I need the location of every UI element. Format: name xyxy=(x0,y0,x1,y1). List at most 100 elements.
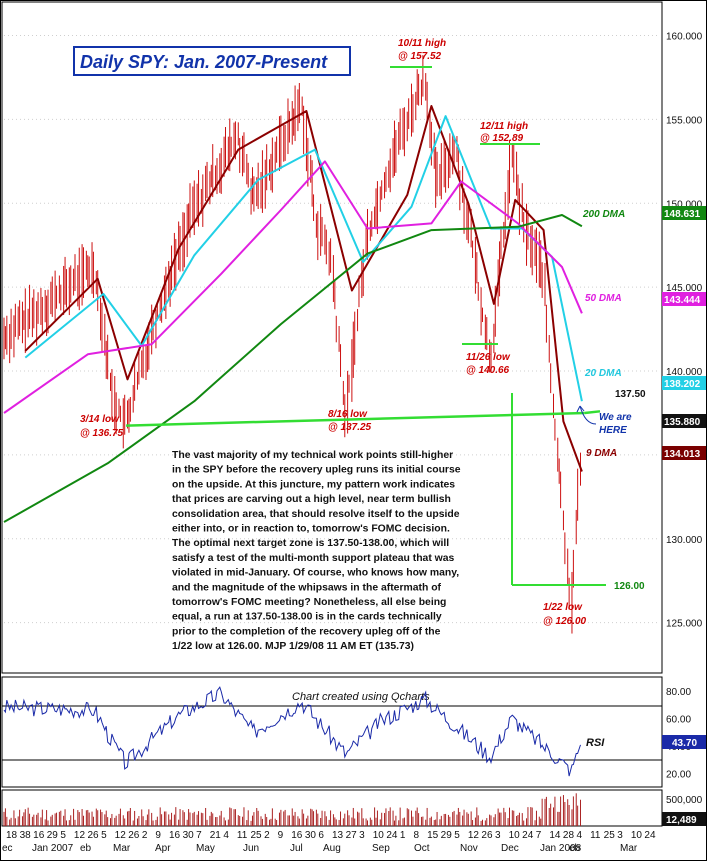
x-day-label: 16 xyxy=(33,830,45,841)
series-line-support xyxy=(126,411,585,427)
series-line-9-dma xyxy=(24,105,583,472)
price-tick-label: 155.000 xyxy=(666,115,703,126)
price-tick-label: 125.000 xyxy=(666,619,703,630)
x-month-label: eb xyxy=(569,843,581,854)
badge-rsi xyxy=(662,735,706,749)
commentary-line: satisfy a test of the multi-month suppor… xyxy=(172,553,455,564)
badge-volume-text: 12,489 xyxy=(666,815,697,826)
price-gridlines xyxy=(4,35,660,624)
rsi-path xyxy=(3,686,581,777)
volume-bars xyxy=(3,793,581,826)
commentary-line: that prices are carving out a high level… xyxy=(172,494,451,505)
we-are-here-label-2: HERE xyxy=(599,425,627,436)
low-1126-label: 11/26 low xyxy=(466,352,511,363)
rsi-line xyxy=(3,686,581,777)
high-1211-label: 12/11 high xyxy=(480,121,528,132)
commentary-line: violated in mid-January. Of course, who … xyxy=(172,568,459,579)
commentary-line: The optimal next target zone is 137.50-1… xyxy=(172,538,449,549)
x-day-label: 24 xyxy=(386,830,398,841)
commentary-line: prior to the completion of the recovery … xyxy=(172,626,441,637)
we-are-here-arrow xyxy=(579,405,597,425)
x-month-label: Aug xyxy=(323,843,341,854)
x-day-label: 6 xyxy=(318,830,324,841)
x-day-label: 5 xyxy=(454,830,460,841)
badge-dma50-text: 143.444 xyxy=(664,295,701,306)
low-314-label: 3/14 low xyxy=(80,414,120,425)
x-day-label: 4 xyxy=(577,830,583,841)
x-month-label: Nov xyxy=(460,843,478,854)
commentary-text: The vast majority of my technical work p… xyxy=(172,450,461,652)
x-day-label: 2 xyxy=(264,830,270,841)
x-day-label: 29 xyxy=(441,830,453,841)
rsi-tick-label: 60.00 xyxy=(666,714,691,725)
x-day-label: 30 xyxy=(183,830,195,841)
x-month-label: Jul xyxy=(290,843,303,854)
x-day-label: 30 xyxy=(305,830,317,841)
x-month-label: May xyxy=(196,843,215,854)
x-day-label: 4 xyxy=(223,830,229,841)
x-day-label: 21 xyxy=(210,830,222,841)
dma200-label: 200 DMA xyxy=(582,209,625,220)
x-day-label: 12 xyxy=(115,830,127,841)
commentary-line: and the magnitude of the whipsaws in the… xyxy=(172,582,442,593)
arrowhead-icon xyxy=(576,405,585,413)
badge-rsi-text: 43.70 xyxy=(672,738,697,749)
x-day-label: 1 xyxy=(400,830,406,841)
dma9-label: 9 DMA xyxy=(586,448,617,459)
x-day-label: 5 xyxy=(60,830,66,841)
price-candles xyxy=(3,55,581,634)
commentary-line: The vast majority of my technical work p… xyxy=(172,450,453,461)
badge-dma20 xyxy=(662,376,706,390)
dma20-label: 20 DMA xyxy=(584,368,622,379)
x-day-label: 10 xyxy=(373,830,385,841)
badge-dma50 xyxy=(662,292,706,306)
commentary-line: in the SPY before the recovery upleg run… xyxy=(172,465,461,476)
x-day-label: 14 xyxy=(549,830,561,841)
x-day-label: 24 xyxy=(522,830,534,841)
rsi-panel xyxy=(1,676,663,788)
date-axis: 18 38 16 29 5 12 26 5 12 26 2 9 16 30 7 21 4 11 25 2 9 16 30 6 1… xyxy=(2,830,656,854)
level-137-label: 137.50 xyxy=(615,389,646,400)
x-month-label: Oct xyxy=(414,843,430,854)
x-day-label: 7 xyxy=(196,830,202,841)
x-day-label: 3 xyxy=(617,830,623,841)
x-day-label: 13 xyxy=(332,830,344,841)
x-day-label: 2 xyxy=(142,830,148,841)
level-126-label: 126.00 xyxy=(614,581,645,592)
price-tick-label: 140.000 xyxy=(666,367,703,378)
low-816-value: @ 137.25 xyxy=(328,422,372,433)
x-day-label: 8 xyxy=(414,830,420,841)
badge-last-text: 135.880 xyxy=(664,417,701,428)
price-tick-label: 145.000 xyxy=(666,283,703,294)
x-day-label: 38 xyxy=(20,830,32,841)
rsi-tick-label: 80.00 xyxy=(666,687,691,698)
x-month-label: Apr xyxy=(155,843,171,854)
badge-dma200-text: 148.631 xyxy=(664,209,701,220)
high-1011-value: @ 157.52 xyxy=(398,51,442,62)
x-month-label: Dec xyxy=(501,843,519,854)
x-day-label: 18 xyxy=(6,830,18,841)
x-month-label: Jan 2008 xyxy=(540,843,582,854)
x-month-label: eb xyxy=(80,843,92,854)
commentary-line: consolidation area, that should resolve … xyxy=(172,509,460,520)
high-1011-label: 10/11 high xyxy=(398,38,446,49)
chart-title: Daily SPY: Jan. 2007-Present xyxy=(80,52,328,72)
badge-volume xyxy=(662,812,706,826)
x-day-label: 26 xyxy=(481,830,493,841)
price-lines xyxy=(3,105,601,523)
commentary-line: either into, or in reaction to, tomorrow… xyxy=(172,524,450,535)
x-day-label: 27 xyxy=(346,830,358,841)
x-day-label: 12 xyxy=(74,830,86,841)
x-day-label: 11 xyxy=(590,830,601,841)
x-day-label: 29 xyxy=(47,830,59,841)
low-122-value: @ 126.00 xyxy=(543,616,587,627)
title-box xyxy=(73,46,351,76)
x-day-label: 10 xyxy=(509,830,521,841)
x-day-label: 16 xyxy=(291,830,303,841)
price-panel xyxy=(1,1,663,674)
commentary-line: tomorrow's FOMC meeting? Nonetheless, al… xyxy=(172,597,446,608)
x-day-label: 5 xyxy=(101,830,107,841)
commentary-line: equal, a run at 137.50-138.00 is in the … xyxy=(172,612,442,623)
rsi-label: RSI xyxy=(586,737,605,749)
